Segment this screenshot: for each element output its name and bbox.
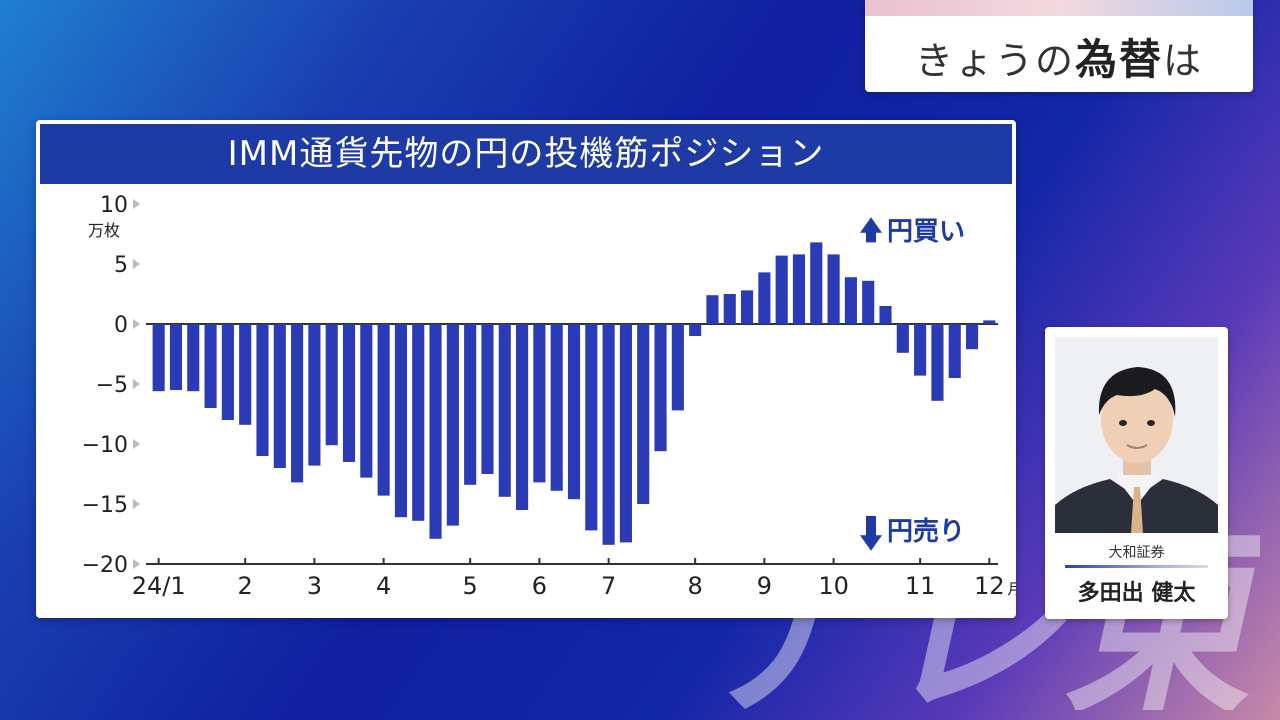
bar — [464, 324, 477, 485]
y-tick-marker — [133, 559, 140, 569]
bar — [637, 324, 650, 504]
y-tick-marker — [133, 259, 140, 269]
bar — [689, 324, 702, 336]
bar — [723, 294, 736, 324]
y-tick-label: 0 — [114, 313, 128, 338]
y-tick-label: 10 — [100, 193, 128, 218]
y-unit-label: 万枚 — [88, 221, 120, 240]
bar — [291, 324, 304, 483]
y-tick-marker — [133, 199, 140, 209]
bar — [446, 324, 459, 526]
bar — [429, 324, 442, 539]
yen-buy-annotation: 円買い — [887, 217, 965, 247]
headline-prefix: きょうの — [914, 39, 1075, 83]
x-tick-label: 10 — [818, 572, 849, 600]
bar — [896, 324, 909, 353]
x-unit-label: 月 — [1007, 580, 1016, 598]
bar — [619, 324, 632, 543]
speaker-photo — [1055, 337, 1218, 533]
bar — [325, 324, 338, 446]
bar — [360, 324, 373, 478]
x-tick-label: 24/1 — [132, 572, 186, 600]
speaker-company: 大和証券 — [1108, 545, 1165, 561]
name-divider — [1065, 565, 1208, 568]
bar — [654, 324, 667, 452]
x-tick-label: 4 — [376, 572, 391, 600]
headline-emphasis: 為替 — [1074, 35, 1163, 84]
x-tick-label: 12 — [974, 572, 1005, 600]
y-tick-label: −20 — [82, 553, 128, 578]
bar — [308, 324, 321, 466]
x-tick-label: 2 — [238, 572, 253, 600]
bar — [602, 324, 615, 545]
profile-card: 大和証券 多田出 健太 — [1045, 327, 1228, 619]
y-tick-label: −10 — [82, 433, 128, 458]
x-tick-label: 9 — [757, 572, 772, 600]
y-tick-marker — [133, 319, 140, 329]
y-tick-marker — [133, 379, 140, 389]
chart-title: IMM通貨先物の円の投機筋ポジション — [40, 124, 1012, 184]
headline-title: きょうの為替は — [865, 26, 1253, 87]
x-tick-label: 5 — [463, 572, 478, 600]
bar — [671, 324, 684, 411]
up-arrow-icon — [860, 217, 882, 243]
y-tick-marker — [133, 439, 140, 449]
bar — [221, 324, 234, 420]
yen-sell-annotation: 円売り — [887, 517, 965, 547]
bar — [187, 324, 200, 392]
bar — [481, 324, 494, 474]
bar — [412, 324, 425, 521]
bar — [152, 324, 165, 392]
bar — [965, 324, 979, 350]
bar — [567, 324, 581, 500]
bar — [394, 324, 407, 518]
bar — [775, 255, 788, 324]
bar — [741, 290, 754, 324]
headline-suffix: は — [1163, 39, 1204, 83]
bar — [758, 272, 771, 324]
bar — [792, 254, 806, 324]
x-tick-label: 6 — [532, 572, 547, 600]
down-arrow-icon — [860, 516, 882, 551]
y-tick-label: 5 — [114, 253, 128, 278]
chart-panel: 10 5 0 −5 −10 −15 −20 万枚 24/1 2 3 4 5 6 7 8 9 10 11 12 月 円買い円… — [36, 120, 1016, 618]
y-tick-marker — [133, 499, 140, 509]
speaker-name: 多田出 健太 — [1077, 581, 1196, 606]
bar — [931, 324, 944, 401]
x-tick-label: 8 — [688, 572, 703, 600]
bar — [948, 324, 961, 378]
bar — [983, 320, 996, 324]
headline-box: きょうの為替は — [865, 0, 1253, 92]
x-tick-label: 11 — [905, 572, 936, 600]
bar — [516, 324, 529, 510]
bar — [498, 324, 511, 497]
bar — [377, 324, 390, 496]
bar-chart: 10 5 0 −5 −10 −15 −20 万枚 24/1 2 3 4 5 6 7 8 9 10 11 12 月 円買い円… — [82, 193, 1016, 600]
person-portrait-icon — [1055, 337, 1218, 533]
x-tick-label: 3 — [307, 572, 322, 600]
x-tick-label: 7 — [601, 572, 616, 600]
bar — [533, 324, 546, 483]
headline-accent-strip — [865, 0, 1253, 16]
bar — [550, 324, 563, 491]
bar — [585, 324, 598, 531]
bar — [204, 324, 217, 408]
bar — [862, 280, 875, 324]
bar — [239, 324, 252, 425]
bar — [342, 324, 356, 462]
bar — [914, 324, 927, 376]
bar — [879, 306, 892, 324]
bar — [810, 242, 823, 324]
y-tick-label: −15 — [82, 493, 128, 518]
bar — [256, 324, 269, 456]
bar — [706, 295, 719, 324]
bar — [273, 324, 286, 468]
y-tick-label: −5 — [96, 373, 128, 398]
bar — [169, 324, 183, 390]
bar — [827, 254, 840, 324]
bar — [844, 277, 857, 324]
